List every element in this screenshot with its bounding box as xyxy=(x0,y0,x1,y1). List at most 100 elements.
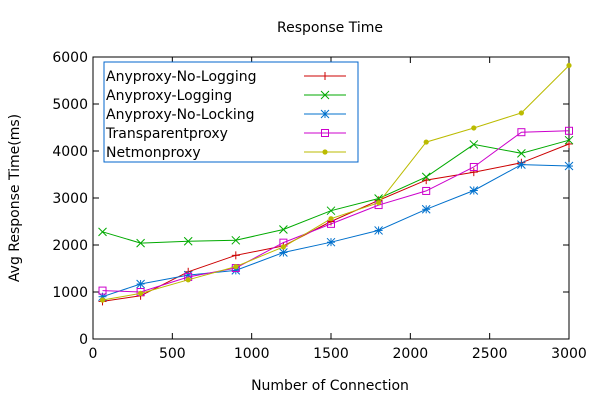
y-tick-label: 6000 xyxy=(52,50,88,66)
data-point xyxy=(422,186,431,195)
marker-shape xyxy=(321,129,329,137)
legend-marker xyxy=(322,149,328,155)
series-line xyxy=(102,164,570,298)
marker-stroke xyxy=(320,90,330,100)
marker-shape xyxy=(565,126,573,135)
x-tick-label: 2000 xyxy=(393,346,429,362)
data-point xyxy=(471,125,477,131)
y-tick-label: 3000 xyxy=(52,191,88,207)
marker-stroke xyxy=(326,237,336,247)
marker-stroke xyxy=(136,279,145,289)
legend-label: Anyproxy-Logging xyxy=(106,88,232,104)
data-point xyxy=(98,227,107,237)
x-tick-label: 1000 xyxy=(234,346,270,362)
marker-stroke xyxy=(279,225,288,234)
axis-ticks: 0 500 1000 1500 2000 2500 3000 0 1000 2000 3000 400… xyxy=(52,50,586,362)
marker-shape xyxy=(98,286,107,295)
series-2 xyxy=(98,160,574,302)
marker-shape xyxy=(376,200,382,206)
data-point xyxy=(99,297,106,303)
marker-stroke xyxy=(326,206,336,216)
marker-shape xyxy=(99,297,106,303)
data-point xyxy=(564,135,574,145)
data-point xyxy=(326,237,336,247)
y-tick-label: 4000 xyxy=(52,144,88,160)
data-point xyxy=(565,126,573,135)
marker-shape xyxy=(518,110,525,116)
data-point xyxy=(423,139,429,145)
legend: Anyproxy-No-Logging Anyproxy-Logging Anypr… xyxy=(103,61,359,163)
data-point xyxy=(421,204,431,214)
data-point xyxy=(517,128,526,137)
legend-marker xyxy=(320,109,330,119)
data-point xyxy=(326,206,336,216)
marker-stroke xyxy=(136,238,145,248)
marker-stroke xyxy=(564,161,574,171)
series-line xyxy=(102,130,570,293)
data-point xyxy=(469,162,478,171)
data-point xyxy=(98,286,107,295)
legend-marker xyxy=(320,90,330,100)
marker-shape xyxy=(566,62,572,69)
x-tick-label: 2500 xyxy=(472,346,508,362)
data-point xyxy=(517,160,526,169)
marker-stroke xyxy=(564,135,574,145)
marker-stroke xyxy=(517,148,526,158)
legend-marker xyxy=(321,72,329,80)
data-point xyxy=(564,161,574,171)
series-layer xyxy=(98,62,574,306)
legend-label: Anyproxy-No-Locking xyxy=(106,107,255,123)
data-point xyxy=(376,200,382,206)
marker-shape xyxy=(328,216,334,222)
data-point xyxy=(565,139,573,148)
series-4 xyxy=(99,62,572,303)
series-1 xyxy=(98,135,574,248)
y-axis-label: Avg Response Time(ms) xyxy=(7,114,23,282)
y-tick-label: 2000 xyxy=(52,238,88,254)
series-0 xyxy=(98,139,573,306)
x-tick-label: 3000 xyxy=(551,346,587,362)
marker-shape xyxy=(471,125,477,131)
data-point xyxy=(279,225,288,234)
marker-stroke xyxy=(98,227,107,237)
y-tick-label: 0 xyxy=(79,332,88,348)
marker-stroke xyxy=(320,109,330,119)
marker-shape xyxy=(423,139,429,145)
y-tick-label: 5000 xyxy=(52,97,88,113)
marker-stroke xyxy=(469,140,479,149)
marker-shape xyxy=(185,277,191,283)
data-point xyxy=(518,110,525,116)
marker-shape xyxy=(422,186,431,195)
legend-marker xyxy=(321,129,329,137)
data-point xyxy=(231,251,240,260)
data-point xyxy=(185,277,191,283)
chart-title: Response Time xyxy=(277,20,383,36)
y-tick-label: 1000 xyxy=(52,285,88,301)
data-point xyxy=(231,235,241,245)
marker-shape xyxy=(138,290,144,297)
marker-stroke xyxy=(469,186,479,195)
marker-shape xyxy=(517,128,526,137)
x-axis-label: Number of Connection xyxy=(251,378,409,394)
data-point xyxy=(136,279,145,289)
marker-shape xyxy=(233,264,239,270)
data-point xyxy=(469,186,479,195)
marker-stroke xyxy=(231,235,241,245)
data-point xyxy=(469,140,479,149)
marker-stroke xyxy=(231,266,241,275)
data-point xyxy=(517,148,526,158)
legend-label: Netmonproxy xyxy=(106,145,201,161)
data-point xyxy=(280,244,286,250)
data-point xyxy=(421,172,431,182)
data-point xyxy=(566,62,572,69)
x-tick-label: 500 xyxy=(159,346,186,362)
data-point xyxy=(374,226,383,235)
marker-stroke xyxy=(279,248,288,257)
data-point xyxy=(279,248,288,257)
legend-label: Anyproxy-No-Logging xyxy=(106,69,256,85)
marker-stroke xyxy=(421,172,431,182)
data-point xyxy=(136,238,145,248)
marker-stroke xyxy=(374,226,383,235)
marker-shape xyxy=(280,244,286,250)
